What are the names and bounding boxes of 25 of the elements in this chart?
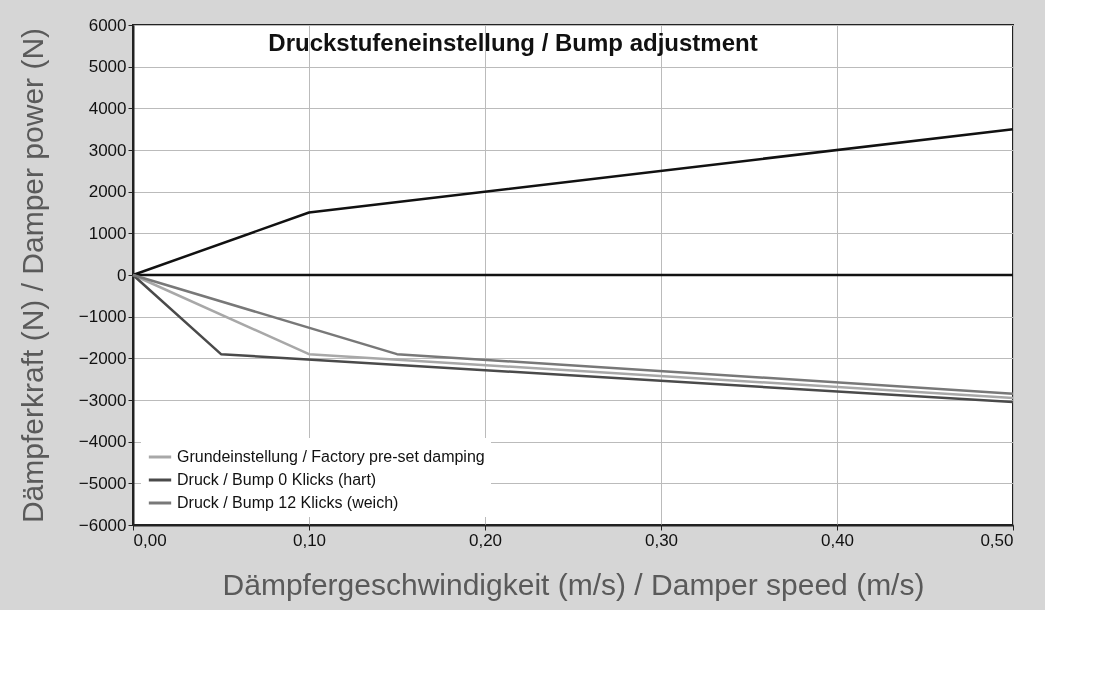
x-tick-label: 0,30: [644, 530, 679, 550]
y-axis-title: Dämpferkraft (N) / Damper power (N): [15, 27, 49, 524]
y-tick-label: −3000: [78, 390, 127, 410]
y-tick-label: 0: [117, 265, 127, 285]
x-tick-label: 0,50: [980, 530, 1014, 550]
y-tick-label: 3000: [88, 140, 127, 160]
chart-title: Druckstufeneinstellung / Bump adjustment: [268, 29, 758, 56]
y-tick-label: 6000: [88, 15, 127, 35]
x-axis-title: Dämpfergeschwindigkeit (m/s) / Damper speed (m/s): [222, 567, 925, 601]
y-tick-label: −4000: [78, 432, 127, 452]
legend-label: Druck / Bump 0 Klicks (hart): [177, 471, 377, 488]
x-tick-label: 0,20: [468, 530, 503, 550]
y-tick-label: 5000: [88, 57, 127, 77]
x-tick-label: 0,00: [133, 530, 167, 550]
y-tick-label: 2000: [88, 182, 127, 202]
y-tick-label: −1000: [78, 307, 127, 327]
y-tick-label: −6000: [78, 515, 127, 535]
legend-label: Grundeinstellung / Factory pre-set damping: [177, 448, 485, 465]
x-tick-label: 0,40: [820, 530, 855, 550]
y-tick-label: −2000: [78, 348, 127, 368]
legend-label: Druck / Bump 12 Klicks (weich): [177, 494, 399, 511]
y-tick-label: 4000: [88, 98, 127, 118]
y-tick-label: 1000: [88, 223, 127, 243]
x-tick-label: 0,10: [292, 530, 327, 550]
y-tick-label: −5000: [78, 473, 127, 493]
